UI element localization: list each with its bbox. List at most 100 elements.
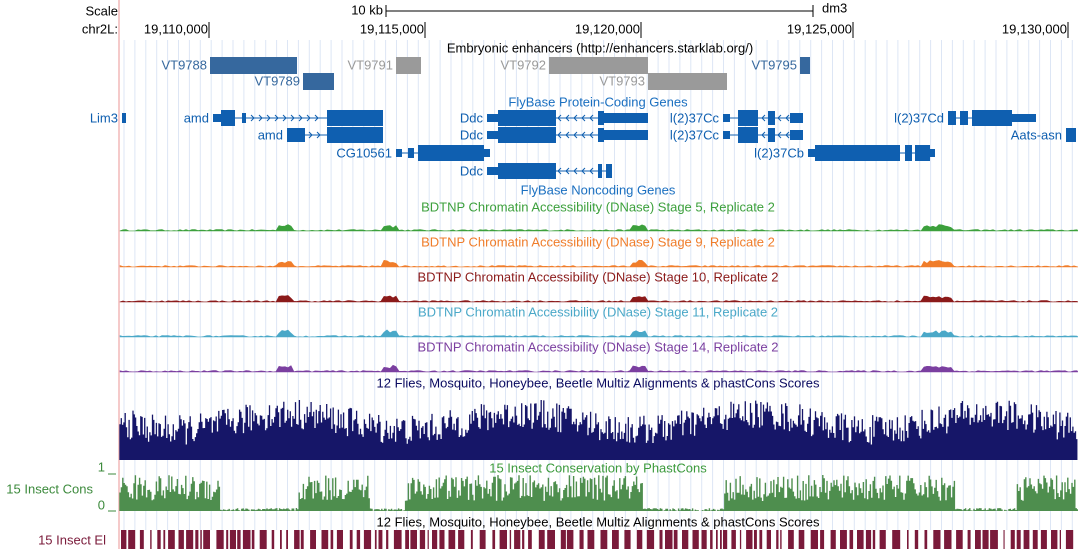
conserved-element bbox=[386, 530, 389, 549]
conserved-element bbox=[1032, 530, 1038, 549]
conserved-element bbox=[914, 530, 919, 549]
strand-arrow bbox=[581, 131, 586, 139]
exon bbox=[221, 110, 235, 126]
conserved-element bbox=[759, 530, 763, 549]
conserved-element bbox=[659, 530, 663, 549]
position-label: 19,130,000 bbox=[1002, 21, 1067, 36]
conserved-element bbox=[872, 530, 876, 549]
alignment-signal bbox=[119, 400, 1078, 460]
exon bbox=[738, 127, 758, 143]
strand-arrow bbox=[777, 131, 782, 139]
exon bbox=[790, 130, 803, 140]
conserved-element bbox=[710, 530, 713, 549]
exon bbox=[598, 128, 604, 142]
signal bbox=[119, 364, 1078, 373]
exon bbox=[1012, 114, 1036, 122]
conservation-signal bbox=[119, 475, 1078, 511]
gene-label: Ddc bbox=[460, 163, 484, 178]
position-label: 19,125,000 bbox=[787, 21, 852, 36]
strand-arrow bbox=[316, 131, 321, 139]
conserved-element bbox=[349, 530, 353, 549]
track-title: Embryonic enhancers (http://enhancers.st… bbox=[447, 40, 753, 55]
exon bbox=[418, 145, 484, 161]
conserved-element bbox=[168, 530, 175, 549]
strand-arrow bbox=[282, 114, 287, 122]
conserved-element bbox=[294, 530, 300, 549]
signal bbox=[119, 295, 1078, 303]
conserved-element bbox=[479, 530, 486, 549]
assembly-label: dm3 bbox=[822, 0, 847, 15]
conserved-element bbox=[788, 530, 794, 549]
conserved-element bbox=[1023, 530, 1030, 549]
conserved-element bbox=[600, 530, 608, 549]
gene-label: CG10561 bbox=[336, 145, 392, 160]
conserved-element bbox=[665, 530, 673, 549]
enhancer bbox=[396, 57, 421, 74]
track-title: BDTNP Chromatin Accessibility (DNase) St… bbox=[421, 234, 775, 249]
strand-arrow bbox=[290, 114, 295, 122]
conserved-element bbox=[178, 530, 184, 549]
strand-arrow bbox=[565, 167, 570, 175]
enhancer-label: VT9795 bbox=[751, 57, 797, 72]
exon bbox=[723, 131, 730, 139]
conserved-element bbox=[982, 530, 989, 549]
track-title: 15 Insect Conservation by PhastCons bbox=[489, 460, 707, 475]
exon bbox=[242, 113, 246, 123]
conserved-element bbox=[427, 530, 429, 549]
conserved-element bbox=[242, 530, 251, 549]
conserved-element bbox=[538, 530, 545, 549]
conserved-element bbox=[237, 530, 241, 549]
exon bbox=[738, 110, 758, 126]
strand-arrow bbox=[258, 114, 263, 122]
conserved-element bbox=[820, 530, 825, 549]
conserved-element bbox=[701, 530, 707, 549]
exon bbox=[487, 131, 498, 139]
conserved-element bbox=[139, 530, 144, 549]
conserved-element bbox=[798, 530, 805, 549]
exon bbox=[723, 114, 730, 122]
conserved-element bbox=[470, 530, 473, 549]
conserved-element bbox=[720, 530, 722, 549]
track-title: FlyBase Noncoding Genes bbox=[521, 182, 676, 197]
conserved-element bbox=[587, 530, 595, 549]
conserved-element bbox=[509, 530, 512, 549]
enhancer-label: VT9789 bbox=[254, 73, 300, 88]
gene-label: Aats-asn bbox=[1011, 127, 1062, 142]
conserved-element bbox=[492, 530, 496, 549]
side-label: 15 Insect El bbox=[38, 532, 106, 547]
strand-arrow bbox=[565, 114, 570, 122]
conserved-element bbox=[514, 530, 521, 549]
strand-arrow bbox=[777, 114, 782, 122]
conserved-element bbox=[560, 530, 566, 549]
gene-label: l(2)37Cb bbox=[754, 145, 804, 160]
conserved-element bbox=[776, 530, 779, 549]
exon bbox=[972, 110, 1012, 126]
track-title: FlyBase Protein-Coding Genes bbox=[508, 94, 688, 109]
enhancer-label: VT9792 bbox=[500, 57, 546, 72]
exon bbox=[960, 111, 968, 125]
conserved-element bbox=[865, 530, 872, 549]
conserved-element bbox=[200, 530, 202, 549]
conserved-element bbox=[522, 530, 525, 549]
conserved-element bbox=[682, 530, 689, 549]
conserved-element bbox=[692, 530, 699, 549]
conserved-element bbox=[271, 530, 275, 549]
gene-label: amd bbox=[184, 110, 209, 125]
conserved-element bbox=[673, 530, 678, 549]
strand-arrow bbox=[565, 131, 570, 139]
conserved-element bbox=[636, 530, 643, 549]
conserved-element bbox=[975, 530, 981, 549]
gene-label: l(2)37Cc bbox=[670, 127, 720, 142]
gene-label: l(2)37Cd bbox=[894, 110, 944, 125]
strand-arrow bbox=[314, 114, 319, 122]
conserved-element bbox=[378, 530, 383, 549]
strand-arrow bbox=[589, 131, 594, 139]
exon bbox=[408, 148, 414, 158]
gene-label: Ddc bbox=[460, 110, 484, 125]
conserved-element bbox=[840, 530, 847, 549]
side-label: 15 Insect Cons bbox=[6, 481, 93, 496]
enhancer bbox=[648, 73, 727, 90]
exon bbox=[1066, 128, 1076, 142]
conserved-element bbox=[419, 530, 426, 549]
